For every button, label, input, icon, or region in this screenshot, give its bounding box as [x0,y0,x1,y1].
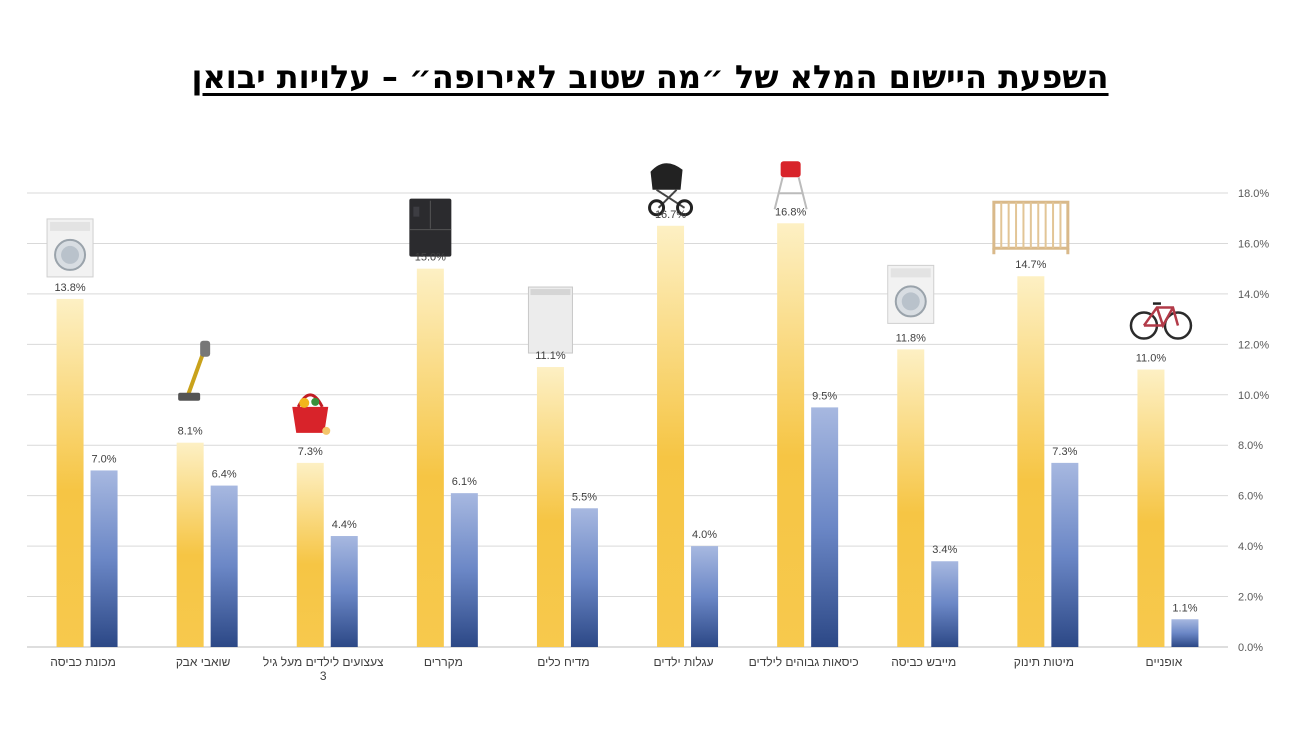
x-category-label: מדיח כלים [537,655,589,669]
bar-blue [570,508,598,647]
bar-yellow [657,225,685,648]
data-label: 7.0% [92,453,117,465]
chart-title: השפעת היישום המלא של ״מה שטוב לאירופה״ –… [191,58,1109,96]
crib-icon [992,200,1070,255]
bar-yellow [897,349,925,647]
x-category-label: 3 [320,669,327,683]
stroller-icon [648,163,694,217]
bar-blue [691,546,719,647]
bar-yellow [56,298,84,647]
x-category-label: מקררים [424,655,463,669]
bar-blue [90,470,118,647]
data-label: 16.8% [775,206,806,218]
x-category-label: מייבש כביסה [891,655,956,669]
bar-blue [330,536,358,647]
y-tick-label: 18.0% [1238,188,1269,200]
data-label: 1.1% [1172,602,1197,614]
x-category-label: מיטות תינוק [1014,655,1074,669]
bar-yellow [176,442,204,647]
washing-machine-icon [46,218,94,278]
bar-yellow [416,268,444,647]
toy-basket-icon [292,393,331,435]
data-label: 7.3% [1052,446,1077,458]
refrigerator-icon [409,198,452,257]
data-label: 4.4% [332,519,357,531]
y-tick-label: 14.0% [1238,289,1269,301]
bar-yellow [536,367,564,647]
dryer-icon [887,264,935,324]
dishwasher-icon [527,286,573,354]
vacuum-cleaner-icon [178,340,211,401]
y-tick-label: 0.0% [1238,642,1263,654]
data-label: 4.0% [692,529,717,541]
y-tick-label: 4.0% [1238,541,1263,553]
y-tick-label: 2.0% [1238,592,1263,604]
bar-yellow [777,223,805,647]
data-label: 15.0% [415,252,446,264]
bar-blue [1171,619,1199,647]
data-label: 6.4% [212,469,237,481]
data-label: 16.7% [655,209,686,221]
bar-yellow [1137,369,1165,647]
y-tick-label: 8.0% [1238,440,1263,452]
data-label: 3.4% [932,544,957,556]
bar-blue [811,407,839,647]
data-label: 5.5% [572,491,597,503]
x-category-label: כיסאות גבוהים לילדים [749,655,859,669]
data-label: 6.1% [452,476,477,488]
bar-blue [210,485,238,647]
bicycle-icon [1129,302,1193,340]
bar-blue [1051,462,1079,647]
x-category-label: שואבי אבק [176,655,231,669]
x-category-label: אופניים [1146,655,1183,669]
data-label: 14.7% [1015,259,1046,271]
bar-blue [931,561,959,647]
data-label: 8.1% [178,426,203,438]
x-category-label: עגלות ילדים [654,655,714,669]
y-tick-label: 6.0% [1238,491,1263,503]
data-label: 11.1% [535,350,566,362]
x-category-label: מכונת כביסה [50,655,116,669]
data-label: 9.5% [812,390,837,402]
y-tick-label: 16.0% [1238,238,1269,250]
bar-yellow [296,462,324,647]
high-chair-icon [773,161,808,210]
data-label: 7.3% [298,446,323,458]
bar-blue [450,493,478,647]
y-tick-label: 10.0% [1238,390,1269,402]
data-label: 13.8% [54,282,85,294]
y-tick-label: 12.0% [1238,339,1269,351]
data-label: 11.0% [1136,353,1167,365]
x-category-label: צעצועים לילדים מעל גיל [263,655,384,669]
bar-yellow [1017,276,1045,647]
data-label: 11.8% [896,332,927,344]
